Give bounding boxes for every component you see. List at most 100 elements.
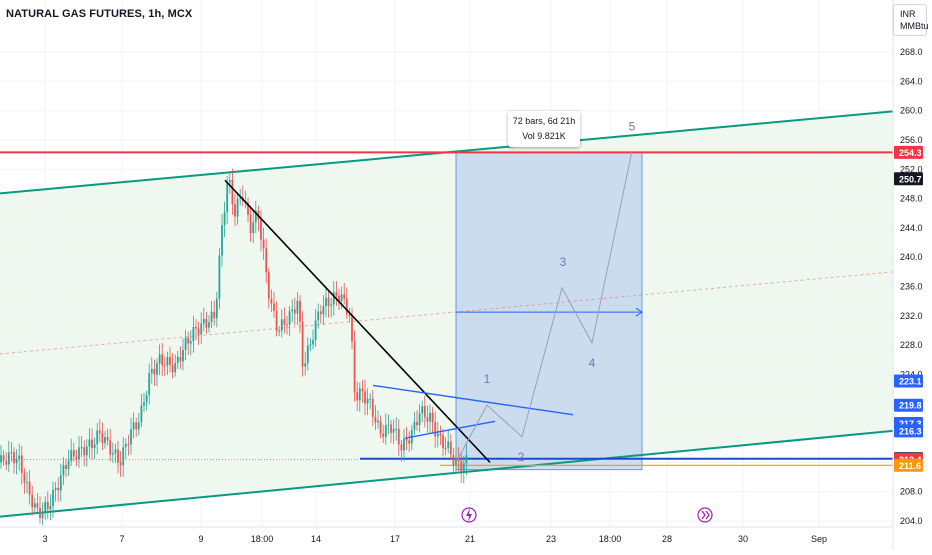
price-tag-211-6[interactable]	[894, 458, 923, 472]
candle-down[interactable]	[72, 450, 75, 457]
candle-down[interactable]	[98, 430, 101, 434]
candle-up[interactable]	[200, 323, 203, 335]
candle-up[interactable]	[156, 363, 158, 375]
candle-down[interactable]	[426, 417, 429, 422]
candle-down[interactable]	[179, 356, 182, 362]
candle-down[interactable]	[46, 501, 49, 510]
candle-up[interactable]	[226, 182, 229, 213]
candle-up[interactable]	[223, 212, 226, 226]
candle-down[interactable]	[127, 443, 130, 445]
candle-down[interactable]	[379, 420, 382, 434]
candle-down[interactable]	[267, 272, 270, 299]
candle-down[interactable]	[460, 461, 463, 473]
candle-up[interactable]	[208, 322, 210, 328]
candle-down[interactable]	[5, 461, 8, 465]
candle-up[interactable]	[296, 300, 299, 314]
price-tag-254-3[interactable]	[894, 145, 923, 159]
candle-up[interactable]	[111, 453, 114, 455]
candle-up[interactable]	[54, 487, 57, 490]
candle-up[interactable]	[41, 511, 44, 519]
candle-up[interactable]	[436, 433, 439, 437]
candle-up[interactable]	[252, 222, 255, 234]
candle-down[interactable]	[119, 462, 122, 466]
candle-up[interactable]	[330, 304, 333, 306]
candle-up[interactable]	[85, 446, 88, 456]
candle-up[interactable]	[395, 428, 398, 430]
candle-up[interactable]	[80, 447, 83, 449]
candle-up[interactable]	[465, 455, 468, 464]
candle-up[interactable]	[78, 447, 80, 460]
candle-down[interactable]	[301, 321, 304, 367]
candle-up[interactable]	[158, 354, 161, 364]
candle-up[interactable]	[33, 503, 36, 508]
candle-up[interactable]	[130, 429, 132, 445]
triangle-lower-line[interactable]	[404, 420, 496, 439]
candle-up[interactable]	[182, 350, 184, 362]
candle-up[interactable]	[15, 458, 18, 464]
candle-up[interactable]	[143, 402, 145, 406]
candle-up[interactable]	[148, 373, 151, 396]
candle-up[interactable]	[49, 506, 52, 510]
candle-down[interactable]	[408, 440, 411, 444]
candle-down[interactable]	[416, 421, 418, 426]
elliott-wave-path[interactable]	[455, 150, 633, 463]
candle-up[interactable]	[44, 501, 47, 512]
candle-down[interactable]	[371, 398, 374, 417]
candle-down[interactable]	[338, 295, 340, 302]
candle-down[interactable]	[439, 433, 442, 436]
candle-up[interactable]	[322, 306, 325, 315]
candle-up[interactable]	[325, 297, 327, 307]
candle-up[interactable]	[52, 489, 54, 507]
candle-up[interactable]	[418, 413, 421, 426]
candle-down[interactable]	[327, 297, 330, 306]
candle-up[interactable]	[114, 449, 117, 454]
candle-up[interactable]	[280, 319, 283, 331]
candle-down[interactable]	[163, 365, 166, 367]
candle-up[interactable]	[413, 421, 416, 431]
candle-up[interactable]	[189, 341, 192, 344]
candle-down[interactable]	[23, 472, 26, 483]
candle-down[interactable]	[101, 433, 104, 444]
candle-down[interactable]	[231, 180, 234, 205]
downtrend-line[interactable]	[224, 179, 491, 463]
candle-down[interactable]	[348, 314, 351, 316]
candle-down[interactable]	[299, 300, 301, 322]
candle-down[interactable]	[161, 354, 164, 366]
candle-down[interactable]	[351, 315, 353, 342]
candle-up[interactable]	[67, 460, 70, 469]
candle-up[interactable]	[366, 398, 369, 404]
candle-up[interactable]	[447, 441, 450, 449]
candle-down[interactable]	[57, 487, 60, 491]
candle-up[interactable]	[176, 356, 179, 363]
candle-down[interactable]	[400, 444, 403, 451]
candle-down[interactable]	[457, 458, 460, 462]
candle-down[interactable]	[361, 388, 364, 392]
candle-up[interactable]	[62, 465, 65, 476]
candle-up[interactable]	[140, 405, 143, 423]
candle-up[interactable]	[421, 406, 424, 414]
candle-down[interactable]	[293, 309, 296, 314]
candle-up[interactable]	[239, 197, 242, 199]
candle-up[interactable]	[26, 481, 28, 483]
candle-up[interactable]	[392, 428, 395, 433]
candle-up[interactable]	[137, 422, 140, 430]
candle-down[interactable]	[442, 435, 444, 449]
candle-down[interactable]	[265, 248, 268, 273]
candle-down[interactable]	[249, 214, 252, 234]
candle-down[interactable]	[205, 318, 208, 328]
candle-up[interactable]	[184, 337, 187, 351]
triangle-upper-line[interactable]	[372, 384, 574, 416]
candle-down[interactable]	[273, 303, 275, 311]
candle-up[interactable]	[122, 447, 125, 466]
candle-up[interactable]	[93, 444, 96, 449]
candle-down[interactable]	[260, 219, 262, 240]
channel-lower-line[interactable]	[0, 429, 894, 518]
candle-down[interactable]	[356, 392, 359, 401]
candle-up[interactable]	[228, 180, 231, 183]
candle-down[interactable]	[434, 422, 437, 437]
candle-up[interactable]	[369, 398, 372, 400]
candle-down[interactable]	[343, 294, 346, 299]
candle-up[interactable]	[340, 294, 343, 302]
candle-up[interactable]	[70, 450, 73, 461]
candle-down[interactable]	[431, 412, 434, 423]
